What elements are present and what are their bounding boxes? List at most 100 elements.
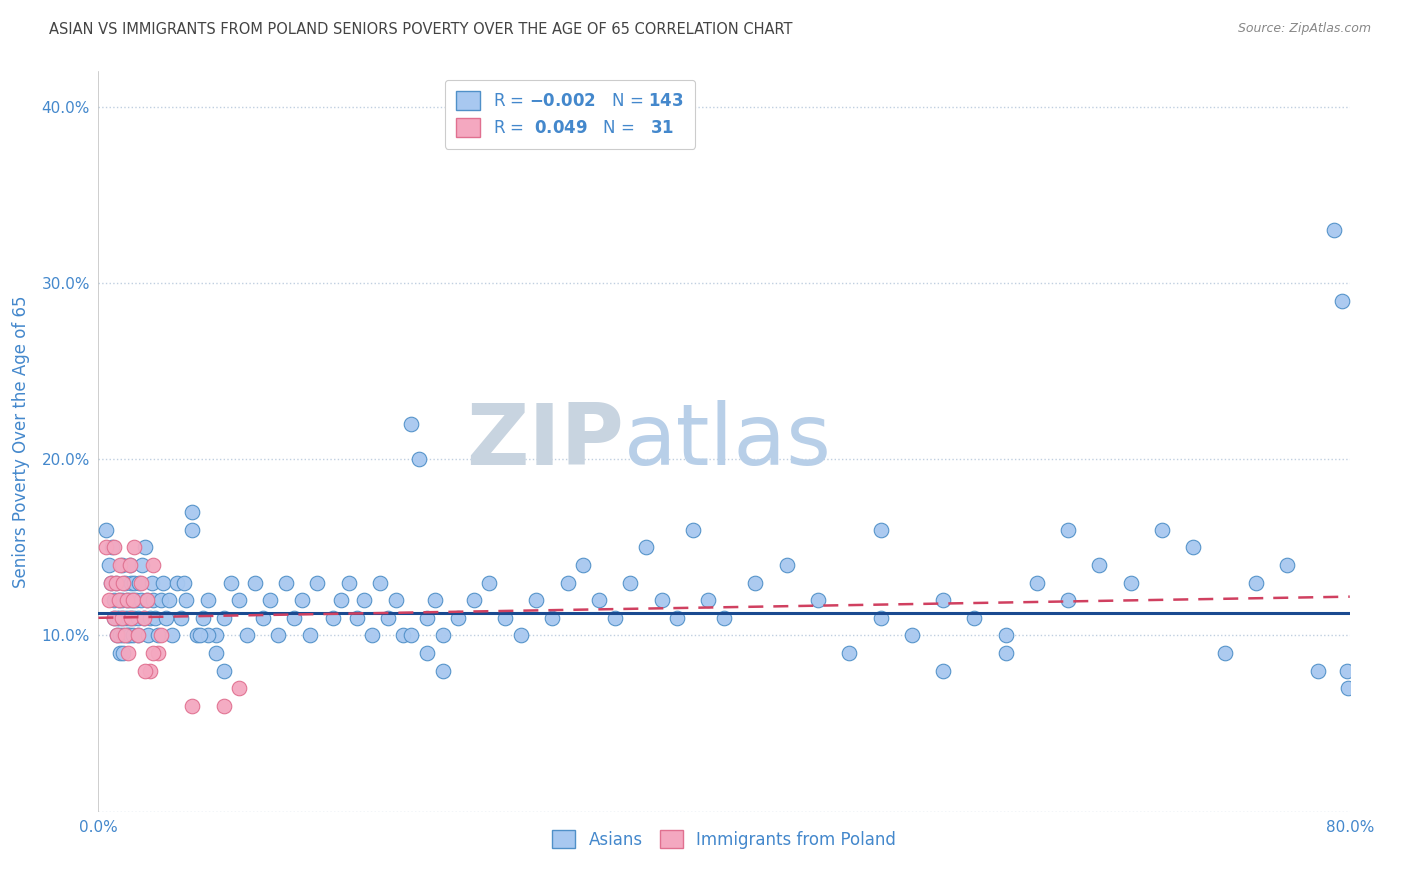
Point (384, 593, 406, 607)
Point (298, 628, 321, 642)
Point (112, 575, 135, 590)
Point (117, 646, 139, 660)
Point (447, 611, 470, 625)
Point (107, 593, 129, 607)
Point (181, 698, 204, 713)
Point (181, 505, 204, 519)
Point (697, 593, 720, 607)
Point (204, 628, 226, 642)
Point (994, 646, 1017, 660)
Point (361, 628, 384, 642)
Point (603, 611, 626, 625)
Point (98, 558, 121, 572)
Point (174, 593, 197, 607)
Point (193, 611, 215, 625)
Point (103, 593, 125, 607)
Point (120, 575, 142, 590)
Point (243, 575, 266, 590)
Point (204, 646, 226, 660)
Point (104, 575, 127, 590)
Point (134, 664, 156, 678)
Point (107, 611, 129, 625)
Point (135, 593, 157, 607)
Point (120, 611, 142, 625)
Point (572, 558, 595, 572)
Point (131, 558, 153, 572)
Point (932, 593, 955, 607)
Point (463, 593, 485, 607)
Text: ZIP: ZIP (467, 400, 624, 483)
Point (138, 628, 160, 642)
Point (432, 664, 454, 678)
Point (1088, 558, 1111, 572)
Text: Source: ZipAtlas.com: Source: ZipAtlas.com (1237, 22, 1371, 36)
Point (212, 698, 235, 713)
Point (166, 575, 188, 590)
Point (139, 611, 162, 625)
Point (212, 611, 235, 625)
Point (307, 575, 329, 590)
Point (1182, 541, 1205, 555)
Point (900, 628, 922, 642)
Point (105, 611, 128, 625)
Point (1119, 575, 1142, 590)
Legend: Asians, Immigrants from Poland: Asians, Immigrants from Poland (546, 823, 903, 855)
Point (110, 646, 132, 660)
Point (1308, 664, 1330, 678)
Point (96, 541, 118, 555)
Point (127, 611, 149, 625)
Point (143, 611, 166, 625)
Point (423, 593, 446, 607)
Point (110, 558, 132, 572)
Point (111, 611, 134, 625)
Point (291, 593, 314, 607)
Point (114, 628, 136, 642)
Point (346, 611, 368, 625)
Point (105, 628, 128, 642)
Point (186, 628, 208, 642)
Point (111, 558, 134, 572)
Point (181, 523, 204, 537)
Point (103, 611, 125, 625)
Point (142, 558, 165, 572)
Point (98, 593, 121, 607)
Point (478, 575, 501, 590)
Point (274, 575, 298, 590)
Point (129, 575, 152, 590)
Point (129, 593, 152, 607)
Point (114, 575, 136, 590)
Y-axis label: Seniors Poverty Over the Age of 65: Seniors Poverty Over the Age of 65 (13, 295, 31, 588)
Point (1026, 575, 1049, 590)
Point (127, 628, 149, 642)
Point (132, 611, 155, 625)
Point (329, 593, 352, 607)
Point (146, 646, 169, 660)
Point (157, 593, 180, 607)
Point (142, 593, 165, 607)
Point (1337, 681, 1360, 696)
Point (120, 611, 142, 625)
Point (212, 664, 235, 678)
Point (869, 611, 891, 625)
Point (146, 628, 169, 642)
Point (121, 593, 143, 607)
Point (96, 523, 118, 537)
Point (117, 628, 139, 642)
Point (1057, 593, 1080, 607)
Point (117, 611, 139, 625)
Point (112, 628, 135, 642)
Point (776, 558, 799, 572)
Point (494, 611, 516, 625)
Point (932, 664, 955, 678)
Point (236, 628, 259, 642)
Point (101, 541, 124, 555)
Point (111, 611, 134, 625)
Point (541, 611, 564, 625)
Point (139, 664, 162, 678)
Point (416, 646, 439, 660)
Point (160, 628, 183, 642)
Point (408, 452, 430, 467)
Text: ASIAN VS IMMIGRANTS FROM POLAND SENIORS POVERTY OVER THE AGE OF 65 CORRELATION C: ASIAN VS IMMIGRANTS FROM POLAND SENIORS … (49, 22, 793, 37)
Point (259, 593, 281, 607)
Point (337, 575, 360, 590)
